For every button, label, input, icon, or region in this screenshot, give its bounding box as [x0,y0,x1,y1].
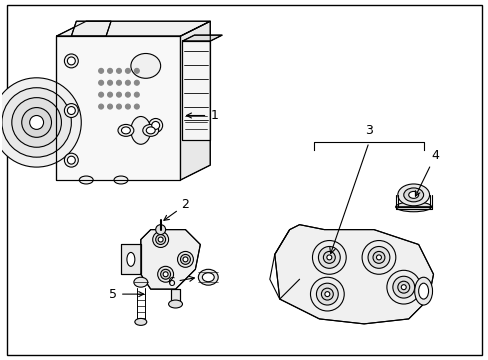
Circle shape [107,80,112,85]
Ellipse shape [367,247,389,268]
Ellipse shape [414,277,432,305]
Ellipse shape [198,269,218,285]
Ellipse shape [408,192,418,198]
Circle shape [2,88,71,157]
Circle shape [64,153,78,167]
Circle shape [125,80,130,85]
Circle shape [134,104,139,109]
Circle shape [0,78,81,167]
Circle shape [125,104,130,109]
Circle shape [67,107,75,114]
Text: 2: 2 [163,198,189,220]
Ellipse shape [131,117,150,144]
Circle shape [125,68,130,73]
Ellipse shape [183,257,187,262]
Text: 3: 3 [365,124,372,137]
Ellipse shape [316,283,338,305]
Ellipse shape [134,277,147,287]
Ellipse shape [131,54,161,78]
Ellipse shape [403,188,423,202]
Ellipse shape [118,125,134,136]
Ellipse shape [177,251,193,267]
Text: 1: 1 [186,109,218,122]
Ellipse shape [146,127,155,134]
Text: 4: 4 [414,149,439,196]
Ellipse shape [142,125,158,136]
Ellipse shape [161,269,170,279]
Polygon shape [180,21,210,180]
Circle shape [30,116,43,129]
Polygon shape [71,21,111,36]
Polygon shape [56,21,210,36]
Ellipse shape [202,273,214,282]
Circle shape [116,92,121,97]
Ellipse shape [114,176,128,184]
Ellipse shape [386,270,420,304]
Circle shape [134,92,139,97]
Polygon shape [274,225,433,324]
Circle shape [21,108,51,137]
Ellipse shape [79,176,93,184]
Ellipse shape [321,288,333,300]
Ellipse shape [318,247,340,268]
Ellipse shape [324,292,329,297]
Ellipse shape [326,255,331,260]
Ellipse shape [152,231,168,247]
Ellipse shape [168,300,182,308]
Ellipse shape [397,184,428,206]
Ellipse shape [310,277,344,311]
Ellipse shape [323,251,335,264]
Circle shape [99,104,103,109]
Ellipse shape [155,235,165,244]
Circle shape [64,104,78,117]
Ellipse shape [395,202,431,212]
Polygon shape [121,244,141,274]
Ellipse shape [135,319,146,325]
Ellipse shape [361,240,395,274]
Ellipse shape [180,255,190,264]
Ellipse shape [372,251,384,264]
Circle shape [99,80,103,85]
Circle shape [148,118,163,132]
Circle shape [134,68,139,73]
Circle shape [12,98,61,147]
Circle shape [64,54,78,68]
Ellipse shape [121,127,130,134]
Ellipse shape [163,272,168,277]
Polygon shape [141,230,200,289]
Polygon shape [56,36,180,180]
Ellipse shape [397,281,409,293]
Circle shape [134,80,139,85]
Circle shape [116,104,121,109]
Circle shape [67,57,75,65]
Ellipse shape [158,237,163,242]
Circle shape [99,68,103,73]
Ellipse shape [155,225,165,235]
Ellipse shape [376,255,381,260]
Circle shape [99,92,103,97]
Circle shape [151,121,160,129]
Ellipse shape [392,276,414,298]
Circle shape [116,68,121,73]
Circle shape [116,80,121,85]
Circle shape [125,92,130,97]
Ellipse shape [157,266,173,282]
Circle shape [107,92,112,97]
Polygon shape [170,289,180,304]
Polygon shape [182,35,222,41]
Circle shape [67,156,75,164]
Ellipse shape [312,240,346,274]
Text: 6: 6 [166,276,194,289]
Circle shape [107,104,112,109]
Circle shape [107,68,112,73]
Ellipse shape [418,283,427,299]
Ellipse shape [401,285,406,290]
Polygon shape [182,41,210,140]
Ellipse shape [127,252,135,266]
Text: 5: 5 [109,288,143,301]
